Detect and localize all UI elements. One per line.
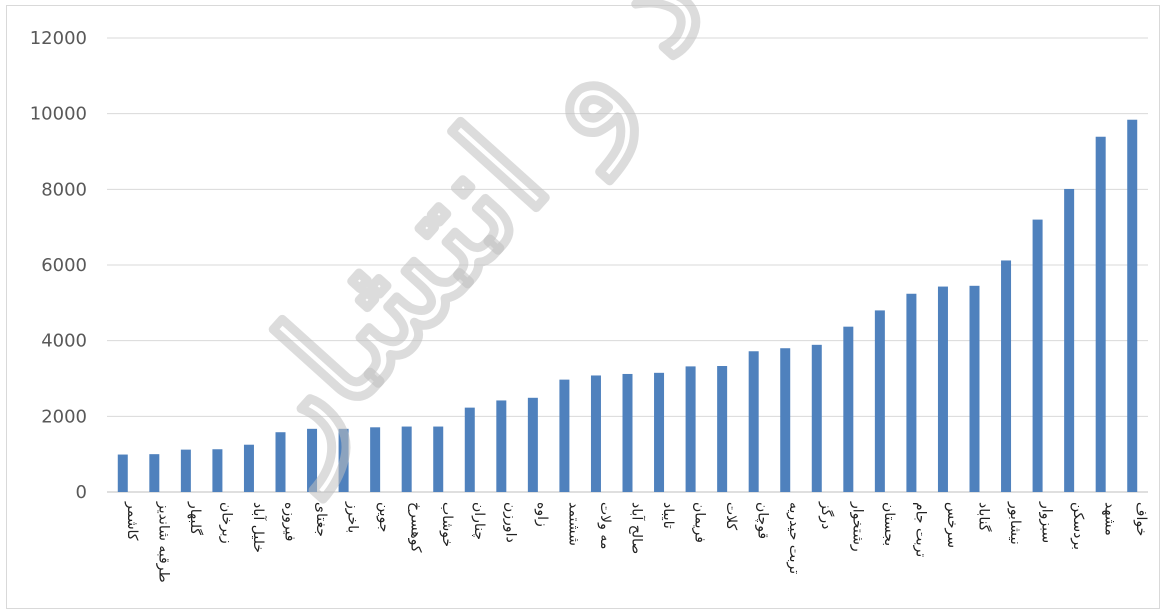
bar (1127, 119, 1138, 492)
x-category-label: کاشمر (124, 501, 140, 541)
y-tick-label: 4000 (41, 331, 87, 352)
y-tick-label: 10000 (30, 104, 87, 125)
x-category-label: سبزوار (1039, 501, 1055, 543)
bar (780, 348, 791, 492)
bars (117, 119, 1138, 492)
x-category-label: بردسکن (1070, 502, 1086, 550)
y-tick-label: 0 (76, 482, 87, 503)
x-category-label: گناباد (976, 502, 993, 532)
bar (1064, 188, 1075, 492)
x-category-label: جوین (376, 502, 392, 532)
x-category-label: طرقبه شاندیز (155, 501, 171, 583)
x-category-label: چناران (471, 502, 487, 540)
y-tick-label: 12000 (30, 28, 87, 49)
bar (1032, 219, 1043, 492)
bar (496, 400, 507, 492)
x-category-label: تربت حیدریه (786, 502, 802, 574)
bar (969, 285, 980, 492)
bar (464, 407, 475, 492)
y-axis-ticks: 0 2000 4000 6000 8000 10000 12000 (30, 28, 87, 503)
bar (370, 427, 381, 492)
chart-frame (6, 5, 1160, 609)
x-category-label: درگز (818, 501, 835, 529)
x-category-label: زبرخان (218, 502, 234, 544)
bar (685, 366, 696, 492)
x-category-label: کلات (723, 502, 739, 531)
bar (717, 366, 728, 492)
bar (748, 351, 759, 492)
bar (654, 372, 665, 492)
x-axis-categories: کاشمر طرقبه شاندیز گلبهار زبرخان خلیل آباد فی… (124, 501, 1149, 583)
bar (527, 397, 538, 492)
x-category-label: قوچان (755, 502, 771, 539)
bar (590, 375, 601, 492)
y-tick-label: 6000 (41, 255, 87, 276)
x-category-label: گلبهار (187, 501, 204, 535)
bar (1001, 260, 1012, 492)
x-category-label: جغتای (313, 502, 329, 537)
x-category-label: داورزن (502, 502, 518, 543)
bar (874, 310, 885, 492)
bar (811, 344, 822, 492)
x-category-label: رشتخوار (849, 501, 865, 552)
x-category-label: باخرز (345, 501, 361, 533)
bar (307, 428, 318, 492)
bar (338, 428, 349, 492)
bar (843, 326, 854, 492)
bar (117, 454, 128, 492)
bar (906, 293, 917, 492)
x-category-label: سرخس (944, 502, 960, 548)
y-tick-label: 8000 (41, 179, 87, 200)
y-tick-label: 2000 (41, 406, 87, 427)
bar (1095, 136, 1106, 492)
x-category-label: تربت جام (912, 502, 928, 557)
bar (243, 444, 254, 492)
x-category-label: خوشاب (439, 502, 455, 547)
x-category-label: نیشابور (1007, 501, 1023, 545)
x-category-label: مشهد (1102, 502, 1118, 536)
bar (401, 426, 412, 492)
x-category-label: تایباد (660, 502, 676, 529)
x-category-label: زاوه (534, 502, 550, 527)
bar (180, 449, 191, 492)
x-category-label: کوهسرخ (408, 502, 424, 553)
x-category-label: فریمان (692, 502, 708, 543)
x-category-label: خلیل آباد (250, 502, 267, 553)
bar (622, 373, 633, 492)
x-category-label: ششتمد (565, 502, 581, 546)
x-category-label: خواف (1133, 502, 1149, 536)
bar (149, 454, 160, 492)
bar (275, 432, 286, 492)
x-category-label: مه ولات (597, 502, 613, 549)
bar (559, 379, 570, 492)
bar (433, 426, 444, 492)
bar (937, 286, 948, 492)
x-category-label: فیروزه (282, 502, 298, 542)
x-category-label: صالح آباد (629, 502, 646, 554)
x-category-label: بجستان (881, 502, 897, 546)
bar (212, 449, 223, 492)
